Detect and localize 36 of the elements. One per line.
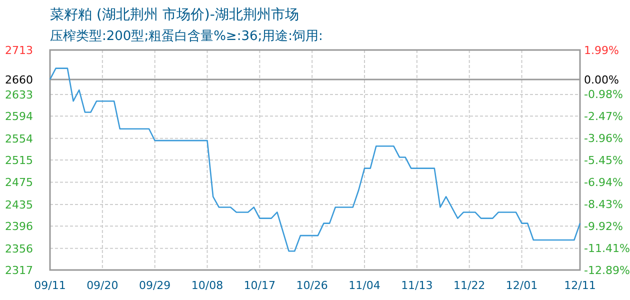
- line-series: [49, 68, 581, 252]
- y2-tick-label: -11.41%: [584, 242, 630, 256]
- y-tick-label: 2633: [5, 88, 33, 102]
- x-tick-label: 11/13: [401, 279, 433, 292]
- x-tick-label: 09/20: [86, 279, 118, 292]
- y2-tick-label: -9.92%: [584, 220, 623, 234]
- x-tick-label: 10/17: [244, 279, 276, 292]
- y-tick-label: 2435: [5, 198, 33, 212]
- x-tick-label: 12/11: [564, 279, 596, 292]
- x-tick-label: 11/22: [453, 279, 486, 292]
- y-tick-label: 2475: [5, 176, 33, 190]
- x-tick-label: 10/08: [191, 279, 224, 292]
- y2-tick-label: -12.89%: [584, 264, 630, 277]
- y-tick-label: 2396: [5, 220, 33, 234]
- y-tick-label: 2713: [5, 44, 33, 57]
- y2-tick-label: -6.94%: [584, 176, 623, 190]
- y-tick-label: 2317: [5, 264, 33, 277]
- y-tick-label: 2356: [5, 242, 33, 256]
- x-tick-label: 10/26: [296, 279, 328, 292]
- y-tick-label: 2660: [5, 73, 33, 86]
- chart-subtitle: 压榨类型:200型;粗蛋白含量%≥:36;用途:饲用:: [50, 29, 323, 44]
- y-tick-label: 2515: [5, 154, 33, 167]
- y2-tick-label: 1.99%: [584, 44, 619, 57]
- x-tick-label: 11/04: [348, 279, 380, 292]
- x-tick-label: 12/01: [506, 279, 538, 292]
- y2-tick-label: -3.96%: [584, 132, 623, 145]
- y2-tick-label: -0.98%: [584, 88, 623, 101]
- y2-tick-label: -8.43%: [584, 198, 623, 212]
- x-tick-label: 09/11: [34, 279, 66, 292]
- y-tick-label: 2594: [5, 110, 33, 124]
- y2-tick-label: -2.47%: [584, 110, 623, 123]
- y2-tick-label: 0.00%: [584, 73, 619, 86]
- chart-title: 菜籽粕 (湖北荆州 市场价)-湖北荆州市场: [50, 7, 299, 23]
- y-tick-label: 2554: [5, 132, 33, 146]
- x-tick-label: 09/29: [138, 279, 171, 292]
- y2-tick-label: -5.45%: [584, 154, 623, 167]
